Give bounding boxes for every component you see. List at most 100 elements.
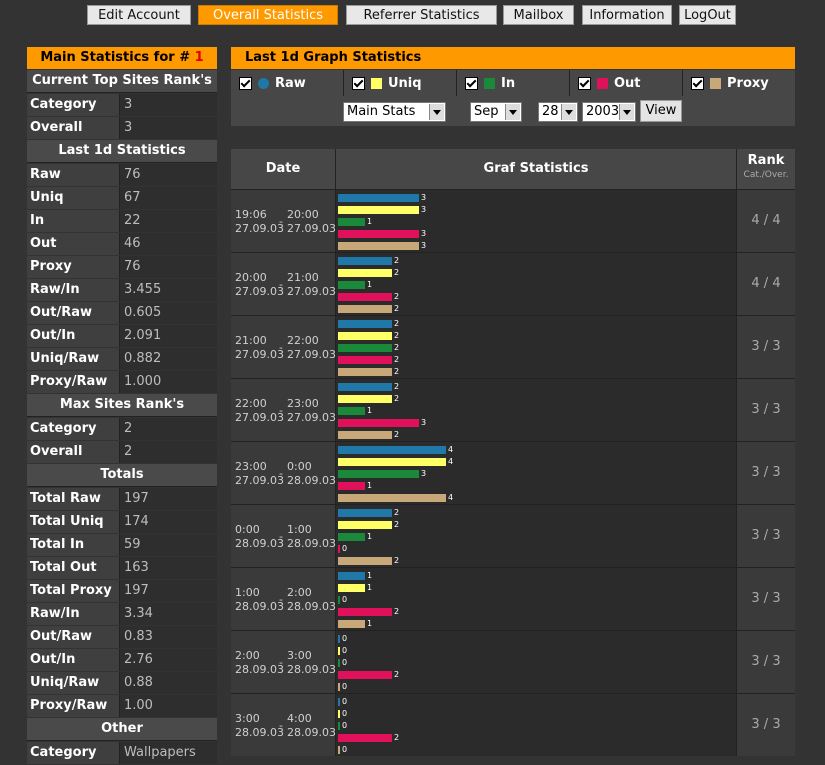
stat-value: 2.091: [120, 325, 217, 347]
graf-bars-cell: 4 4 3 1 4: [336, 442, 737, 504]
bar-in: [338, 596, 340, 604]
nav-tab-referrer-statistics[interactable]: Referrer Statistics: [346, 5, 497, 25]
bar-uniq: [338, 710, 340, 718]
nav-tab-overall-statistics[interactable]: Overall Statistics: [198, 5, 338, 25]
range-dash: -: [279, 719, 283, 732]
stat-row-raw-in: Raw/In 3.34: [27, 603, 217, 625]
month-value: Sep: [474, 104, 499, 119]
date-column-header: Date: [231, 149, 336, 189]
stat-value: Wallpapers: [120, 742, 217, 764]
bar-in: [338, 281, 365, 289]
graf-bars-cell: 3 3 1 3 3: [336, 190, 737, 252]
stat-label: Out/Raw: [27, 626, 120, 648]
checkbox-checked-icon[interactable]: [465, 76, 478, 90]
table-row: 3:00 28.09.03-4:00 28.09.03 0 0 0 2 0 3 / 3: [231, 693, 795, 756]
bar-value-label: 1: [367, 481, 373, 490]
bar-in: [338, 533, 365, 541]
bar-value-label: 2: [394, 520, 400, 529]
bar-in: [338, 344, 392, 352]
stat-row-in: In 22: [27, 210, 217, 232]
checkbox-checked-icon[interactable]: [578, 76, 591, 90]
range-dash: -: [279, 215, 283, 228]
bar-value-label: 3: [421, 418, 427, 427]
date-range-cell: 23:00 27.09.03-0:00 28.09.03: [231, 442, 336, 504]
chevron-down-icon: [505, 104, 520, 120]
stat-label: Total Out: [27, 557, 120, 579]
to-date: 28.09.03: [287, 537, 336, 550]
stat-label: Total Raw: [27, 488, 120, 510]
graph-statistics-panel: Last 1d Graph Statistics Raw Uniq In Out Pro…: [231, 47, 795, 126]
checkbox-checked-icon[interactable]: [239, 76, 252, 90]
stat-label: Raw/In: [27, 603, 120, 625]
month-select[interactable]: Sep: [470, 102, 522, 122]
bar-value-label: 2: [394, 670, 400, 679]
bar-value-label: 0: [342, 709, 348, 718]
to-time: 0:00: [287, 460, 312, 473]
nav-tab-edit-account[interactable]: Edit Account: [87, 5, 191, 25]
chevron-down-icon: [619, 104, 634, 120]
legend-raw[interactable]: Raw: [231, 70, 344, 96]
bar-value-label: 2: [394, 394, 400, 403]
legend-label: Out: [614, 75, 641, 91]
range-dash: -: [279, 467, 283, 480]
stat-label: Total Proxy: [27, 580, 120, 602]
graf-bars-cell: 2 2 1 0 2: [336, 505, 737, 567]
stat-label: Out/In: [27, 325, 120, 347]
year-value: 2003: [586, 104, 620, 119]
range-dash: -: [279, 278, 283, 291]
checkbox-checked-icon[interactable]: [691, 76, 704, 90]
section-title-last-1d-statistics: Last 1d Statistics: [27, 140, 217, 163]
legend-uniq[interactable]: Uniq: [344, 70, 457, 96]
stat-value: 174: [120, 511, 217, 533]
stat-value: 3: [120, 117, 217, 139]
graf-column-header: Graf Statistics: [336, 149, 737, 189]
stat-row-raw-in: Raw/In 3.455: [27, 279, 217, 301]
to-time: 1:00: [287, 523, 312, 536]
checkbox-checked-icon[interactable]: [352, 76, 365, 90]
legend-proxy[interactable]: Proxy: [683, 70, 795, 96]
range-dash: -: [279, 341, 283, 354]
to-date: 28.09.03: [287, 600, 336, 613]
main-statistics-title: Main Statistics for #: [40, 50, 191, 65]
bar-out: [338, 545, 340, 553]
from-time: 3:00: [235, 712, 260, 725]
section-title-totals: Totals: [27, 464, 217, 487]
bar-in: [338, 722, 340, 730]
day-select[interactable]: 28: [538, 102, 578, 122]
rank-column-title: Rank: [747, 153, 785, 168]
stat-value: 197: [120, 580, 217, 602]
bar-value-label: 0: [342, 682, 348, 691]
rank-column-subtitle: Cat./Over.: [743, 170, 789, 180]
stats-type-select[interactable]: Main Stats: [343, 102, 446, 122]
hourly-stats-table: Date Graf Statistics Rank Cat./Over. 19:0…: [231, 149, 795, 756]
graf-bars-cell: 0 0 0 2 0: [336, 631, 737, 693]
to-time: 20:00: [287, 208, 319, 221]
stat-label: Proxy: [27, 256, 120, 278]
nav-tab-information[interactable]: Information: [582, 5, 672, 25]
graf-bars-cell: 0 0 0 2 0: [336, 694, 737, 756]
filter-controls: Main Stats Sep 28 2003 View: [231, 96, 795, 126]
bar-out: [338, 230, 419, 238]
to-time: 4:00: [287, 712, 312, 725]
bar-value-label: 0: [342, 595, 348, 604]
bar-raw: [338, 383, 392, 391]
range-dash: -: [279, 404, 283, 417]
view-button[interactable]: View: [640, 100, 682, 122]
bar-uniq: [338, 332, 392, 340]
legend-in[interactable]: In: [457, 70, 570, 96]
legend-swatch-out: [597, 77, 608, 89]
to-date: 27.09.03: [287, 411, 336, 424]
bar-value-label: 2: [394, 367, 400, 376]
date-range-cell: 21:00 27.09.03-22:00 27.09.03: [231, 316, 336, 378]
stat-value: 1.000: [120, 371, 217, 393]
date-range-cell: 20:00 27.09.03-21:00 27.09.03: [231, 253, 336, 315]
legend-out[interactable]: Out: [570, 70, 683, 96]
bar-out: [338, 482, 365, 490]
nav-tab-logout[interactable]: LogOut: [679, 5, 736, 25]
from-date: 27.09.03: [235, 411, 284, 424]
stat-value: 0.83: [120, 626, 217, 648]
bar-raw: [338, 446, 446, 454]
stat-value: 197: [120, 488, 217, 510]
year-select[interactable]: 2003: [582, 102, 636, 122]
nav-tab-mailbox[interactable]: Mailbox: [503, 5, 574, 25]
